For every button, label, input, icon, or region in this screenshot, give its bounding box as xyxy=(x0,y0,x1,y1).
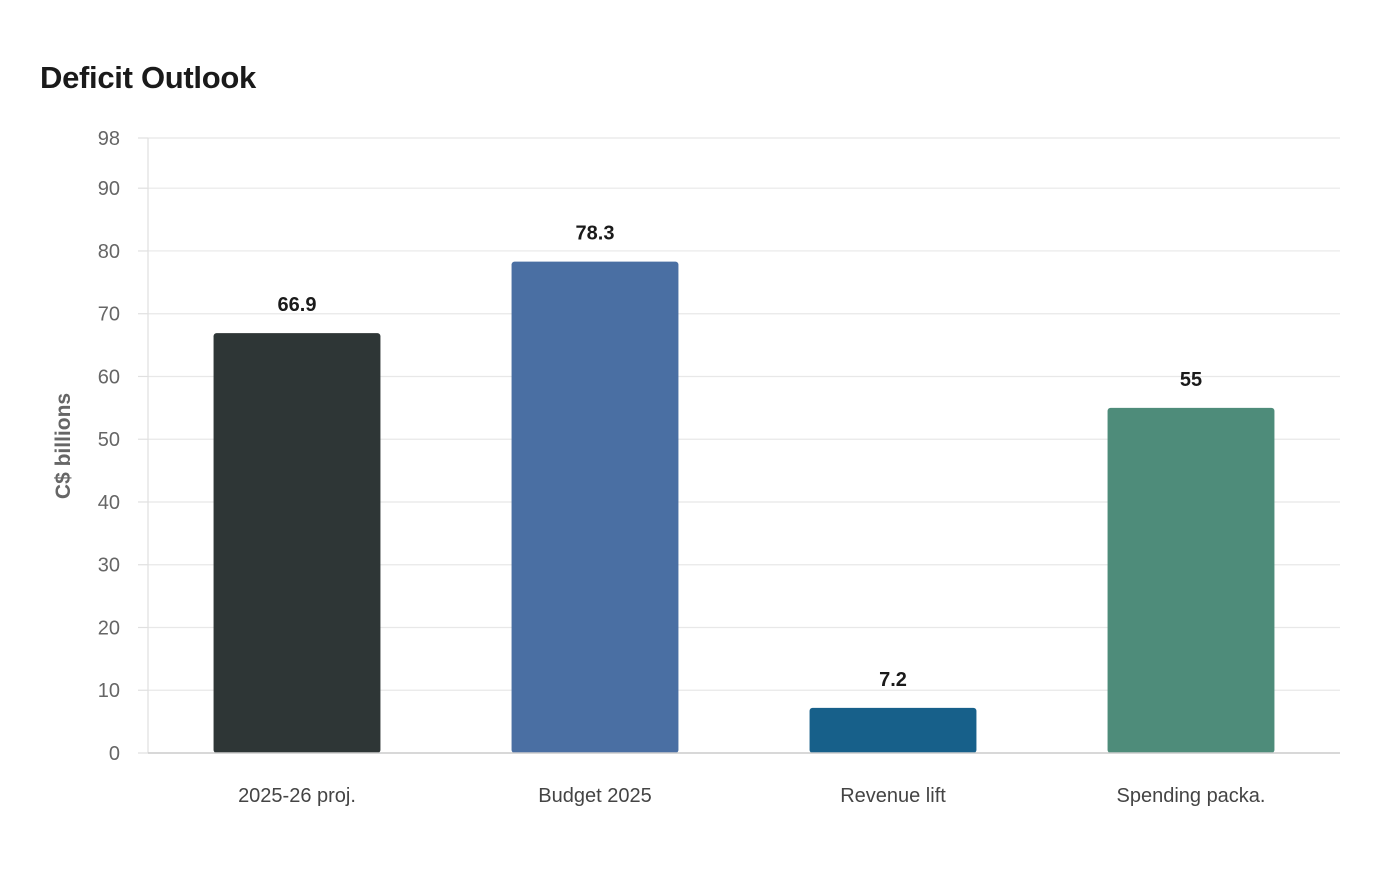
y-tick-label: 10 xyxy=(98,680,120,702)
y-axis-title: C$ billions xyxy=(52,393,75,499)
y-tick-label: 98 xyxy=(98,128,120,150)
value-label: 7.2 xyxy=(879,669,907,691)
y-tick-label: 90 xyxy=(98,178,120,200)
y-tick-label: 60 xyxy=(98,366,120,388)
bar xyxy=(1107,407,1275,753)
y-tick-label: 70 xyxy=(98,304,120,326)
y-tick-label: 40 xyxy=(98,492,120,514)
axes xyxy=(147,138,1340,754)
bars xyxy=(213,261,1275,753)
value-label: 66.9 xyxy=(278,294,317,316)
y-tick-label: 80 xyxy=(98,241,120,263)
x-tick-label: Revenue lift xyxy=(840,785,946,807)
y-tick-label: 0 xyxy=(109,743,120,765)
bar xyxy=(213,333,381,753)
bar xyxy=(809,707,977,753)
y-tick-labels: 0 10 20 30 40 50 60 70 80 90 98 xyxy=(98,128,120,765)
value-label: 55 xyxy=(1180,369,1202,391)
x-tick-label: Budget 2025 xyxy=(538,785,651,807)
x-tick-label: Spending packa. xyxy=(1116,785,1265,807)
bar xyxy=(511,261,679,753)
value-label: 78.3 xyxy=(576,223,615,245)
chart-title: Deficit Outlook xyxy=(40,60,256,95)
value-labels: 66.9 78.3 7.2 55 xyxy=(278,223,1203,691)
y-tick-label: 30 xyxy=(98,555,120,577)
x-tick-labels: 2025-26 proj. Budget 2025 Revenue lift Spen… xyxy=(238,785,1265,807)
y-tick-label: 50 xyxy=(98,429,120,451)
x-tick-label: 2025-26 proj. xyxy=(238,785,356,807)
y-tick-label: 20 xyxy=(98,617,120,639)
